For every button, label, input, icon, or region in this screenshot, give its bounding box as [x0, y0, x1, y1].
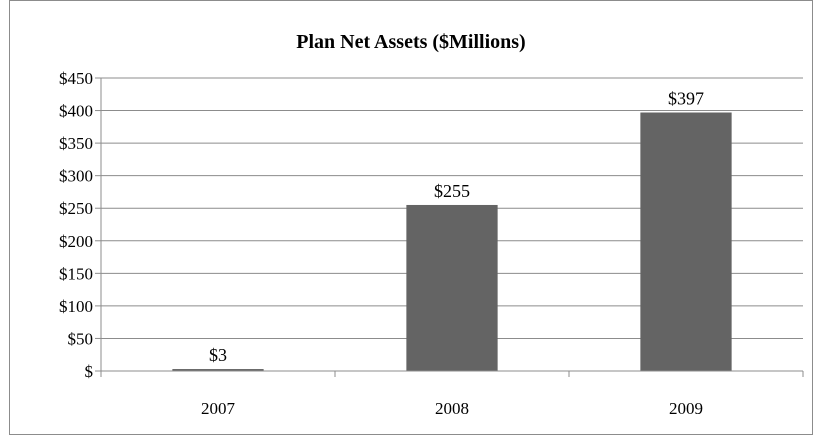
data-label-2008: $255 [434, 181, 470, 201]
y-tick-label: $350 [59, 134, 93, 153]
y-tick-label: $400 [59, 102, 93, 121]
data-label-2009: $397 [668, 89, 704, 109]
y-tick-label: $50 [68, 329, 94, 348]
x-tick-label: 2009 [669, 399, 703, 418]
y-tick-label: $250 [59, 199, 93, 218]
bar-2007 [172, 369, 264, 371]
axes [95, 77, 804, 377]
y-tick-label: $100 [59, 297, 93, 316]
labels: $ $50 $100 $150 $200 $250 $300 $350 $400 $450 $3 $2… [59, 69, 704, 418]
y-tick-label: $300 [59, 167, 93, 186]
y-tick-label: $200 [59, 232, 93, 251]
y-tick-label: $150 [59, 264, 93, 283]
bars [172, 112, 732, 372]
x-tick-label: 2007 [201, 399, 236, 418]
x-tick-label: 2008 [435, 399, 469, 418]
y-tick-label: $ [85, 362, 94, 381]
y-tick-label: $450 [59, 69, 93, 88]
data-label-2007: $3 [209, 345, 227, 365]
bar-2009 [640, 112, 732, 372]
chart-title: Plan Net Assets ($Millions) [296, 31, 526, 53]
bar-2008 [406, 204, 498, 371]
